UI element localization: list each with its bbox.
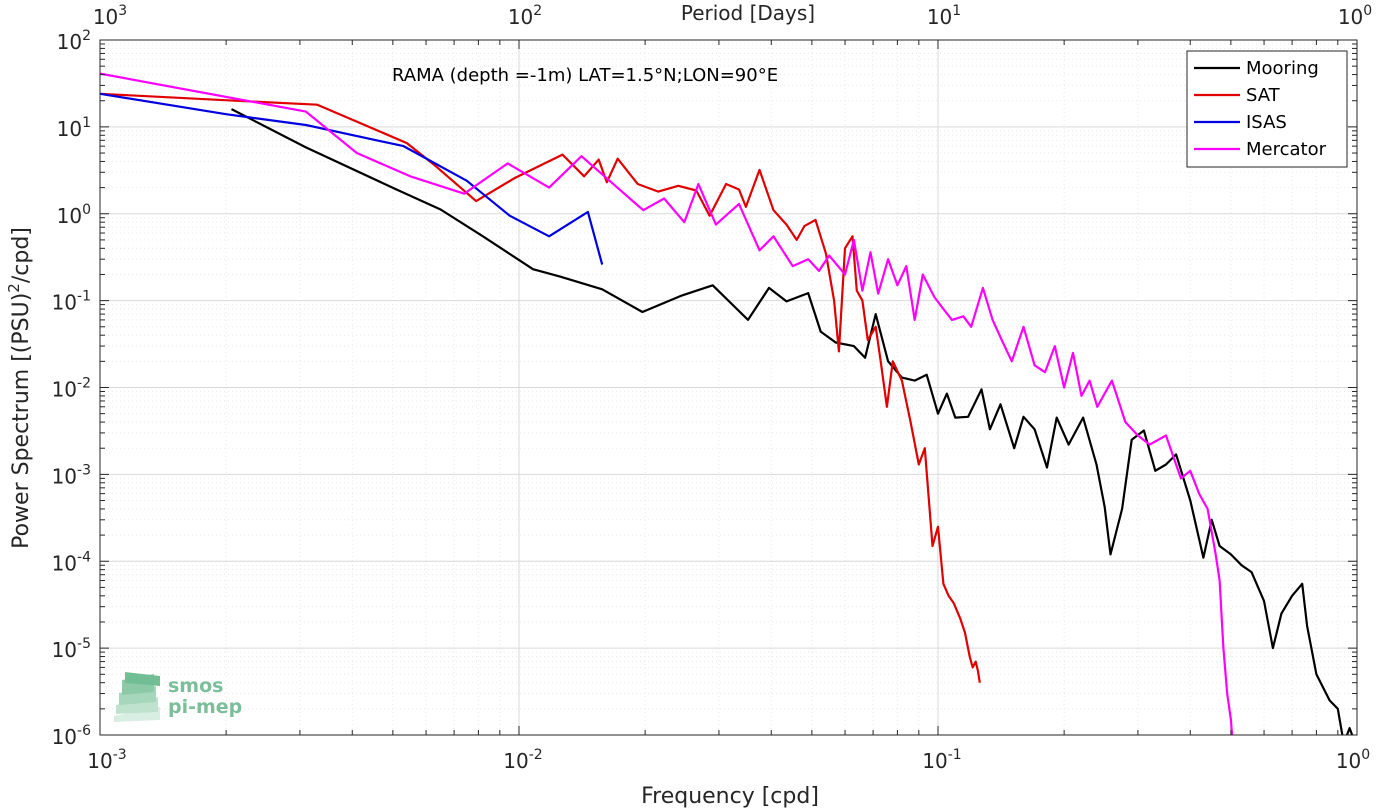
y-tick-label: 10-2 [52,376,91,402]
x-tick-label: 100 [1336,747,1370,773]
tick-marks [99,40,1357,736]
logo-text-smos: smos [168,675,223,697]
y-tick-label: 100 [57,202,91,228]
smos-pi-mep-logo: smos pi-mep [114,672,242,722]
chart-title: RAMA (depth =-1m) LAT=1.5°N;LON=90°E [392,65,778,86]
series-line-mercator [100,72,1234,735]
x-axis-label: Frequency [cpd] [641,784,819,809]
series-line-mooring [230,108,1354,735]
y-tick-label: 10-5 [52,636,91,662]
y-tick-label: 10-1 [52,289,91,315]
y-tick-label: 10-6 [52,723,92,749]
series-line-sat [100,92,981,683]
x2-axis-label: Period [Days] [681,1,815,25]
legend-label-mooring: Mooring [1246,58,1319,79]
series-line-isas [100,92,604,265]
minor-gridlines [100,40,1357,735]
x-tick-label: 10-3 [87,747,126,773]
legend: Mooring SAT ISAS Mercator [1186,50,1348,168]
legend-label-sat: SAT [1246,85,1281,106]
x-tick-labels: 10-3 10-2 10-1 100 [87,747,1370,773]
legend-box [1186,50,1348,168]
legend-entries: Mooring SAT ISAS Mercator [1194,58,1327,160]
legend-label-isas: ISAS [1246,112,1287,133]
y-axis-label: Power Spectrum [(PSU)2/cpd] [5,227,34,549]
y-tick-label: 101 [57,115,91,141]
x2-tick-labels: 103 102 101 100 [93,3,1372,29]
x2-tick-label: 103 [93,3,127,29]
x-tick-label: 10-2 [503,747,542,773]
series-layer [100,72,1354,735]
y-tick-label: 10-4 [52,549,92,575]
y-tick-label: 10-3 [52,462,91,488]
logo-text-pi-mep: pi-mep [168,696,242,718]
y-tick-label: 102 [57,28,91,54]
legend-label-mercator: Mercator [1246,139,1327,160]
x2-tick-label: 102 [508,3,542,29]
x-tick-label: 10-1 [922,747,961,773]
logo-layer-5 [125,672,160,686]
x2-tick-label: 101 [927,3,961,29]
y-tick-labels: 10-6 10-5 10-4 10-3 10-2 10-1 100 101 102 [52,28,92,749]
x2-tick-label: 100 [1338,3,1372,29]
